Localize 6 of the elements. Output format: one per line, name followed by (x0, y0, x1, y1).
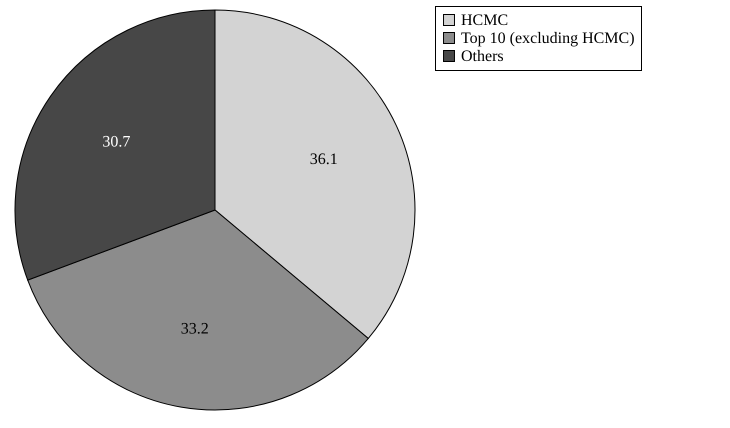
data-label: 36.1 (310, 151, 338, 168)
legend-label: Others (461, 48, 504, 65)
legend-label: Top 10 (excluding HCMC) (461, 30, 635, 47)
data-label: 30.7 (102, 134, 130, 151)
data-label: 33.2 (180, 320, 209, 338)
legend-label: HCMC (461, 12, 508, 29)
